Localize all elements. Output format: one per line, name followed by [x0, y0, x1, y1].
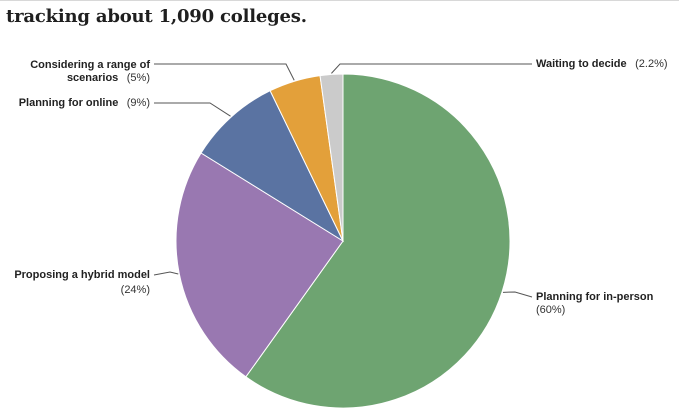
label-name: Planning for online [19, 97, 119, 109]
leader-line-in-person [502, 291, 533, 298]
leader-line-range-of-scenarios [154, 63, 295, 81]
label-pct: (2.2%) [635, 58, 667, 70]
label-considering-range: Considering a range of [30, 59, 150, 71]
label-waiting-to-decide: Waiting to decide (2.2%) [536, 54, 668, 71]
label-planning-in-person-pct: (60%) [536, 304, 565, 316]
label-pct: (5%) [127, 72, 150, 84]
pie-slice-online [200, 90, 345, 243]
label-name: Planning for in-person [536, 291, 654, 303]
label-hybrid-model-pct: (24%) [121, 284, 150, 296]
label-name-line1: Considering a range of [30, 59, 150, 71]
label-considering-range-2: scenarios (5%) [67, 68, 150, 85]
chart-subtitle: tracking about 1,090 colleges. [6, 6, 307, 27]
label-planning-in-person: Planning for in-person [536, 291, 654, 303]
label-pct: (60%) [536, 304, 565, 316]
pie-slice-in-person [245, 73, 511, 409]
label-pct: (9%) [127, 97, 150, 109]
leader-line-online [154, 102, 231, 117]
label-name-line2: scenarios [67, 72, 118, 84]
leader-line-waiting-to-decide [331, 63, 532, 74]
pie-slices [175, 73, 511, 409]
label-name: Waiting to decide [536, 58, 627, 70]
leader-line-hybrid-model [153, 271, 179, 276]
pie-slice-hybrid-model [175, 152, 344, 378]
label-planning-online: Planning for online (9%) [19, 93, 150, 110]
label-hybrid-model: Proposing a hybrid model [14, 269, 150, 281]
label-pct: (24%) [121, 284, 150, 296]
label-name: Proposing a hybrid model [14, 269, 150, 281]
top-divider [0, 0, 679, 1]
leader-lines [153, 63, 533, 298]
pie-slice-waiting-to-decide [319, 73, 344, 242]
